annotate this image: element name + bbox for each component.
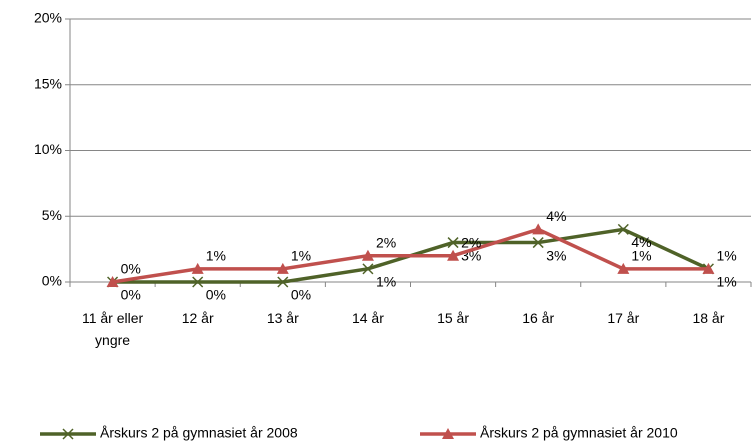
marker bbox=[442, 428, 454, 439]
x-tick-label: 18 år bbox=[692, 310, 725, 326]
marker bbox=[62, 428, 74, 440]
x-tick-label: 13 år bbox=[266, 310, 299, 326]
marker bbox=[362, 263, 374, 275]
data-label: 2% bbox=[376, 234, 396, 250]
data-label: 1% bbox=[376, 274, 396, 290]
marker bbox=[617, 262, 630, 274]
data-label: 3% bbox=[546, 247, 566, 263]
x-tick-label: 16 år bbox=[522, 310, 555, 326]
marker bbox=[192, 276, 204, 288]
data-label: 1% bbox=[716, 248, 736, 264]
x-tick-label: 12 år bbox=[181, 310, 214, 326]
legend-label: Årskurs 2 på gymnasiet år 2008 bbox=[100, 425, 298, 441]
x-tick-label: 11 år eller yngre bbox=[81, 310, 144, 348]
marker bbox=[617, 223, 629, 235]
data-label: 1% bbox=[206, 248, 226, 264]
marker bbox=[532, 237, 544, 249]
data-label: 0% bbox=[121, 261, 141, 277]
data-label: 2% bbox=[461, 234, 481, 250]
data-label: 1% bbox=[631, 248, 651, 264]
x-tick-label: 14 år bbox=[351, 310, 384, 326]
marker bbox=[277, 276, 289, 288]
marker bbox=[361, 249, 374, 261]
data-label: 0% bbox=[291, 287, 311, 303]
marker bbox=[191, 262, 204, 274]
y-tick-label: 5% bbox=[42, 207, 62, 223]
marker bbox=[106, 276, 119, 287]
y-tick-label: 0% bbox=[42, 273, 62, 289]
marker bbox=[276, 262, 289, 274]
data-label: 0% bbox=[206, 287, 226, 303]
data-label: 0% bbox=[121, 287, 141, 303]
legend-label: Årskurs 2 på gymnasiet år 2010 bbox=[480, 425, 678, 441]
marker bbox=[702, 262, 715, 274]
series-line bbox=[112, 227, 709, 284]
x-tick-label: 15 år bbox=[437, 310, 470, 326]
marker bbox=[447, 249, 460, 261]
y-tick-label: 20% bbox=[34, 10, 62, 26]
y-tick-label: 15% bbox=[34, 75, 62, 91]
marker bbox=[532, 223, 545, 235]
x-tick-label: 17 år bbox=[607, 310, 640, 326]
y-tick-label: 10% bbox=[34, 141, 62, 157]
data-label: 1% bbox=[716, 274, 736, 290]
data-label: 1% bbox=[291, 248, 311, 264]
data-label: 4% bbox=[631, 234, 651, 250]
marker bbox=[447, 237, 459, 249]
data-label: 4% bbox=[546, 208, 566, 224]
